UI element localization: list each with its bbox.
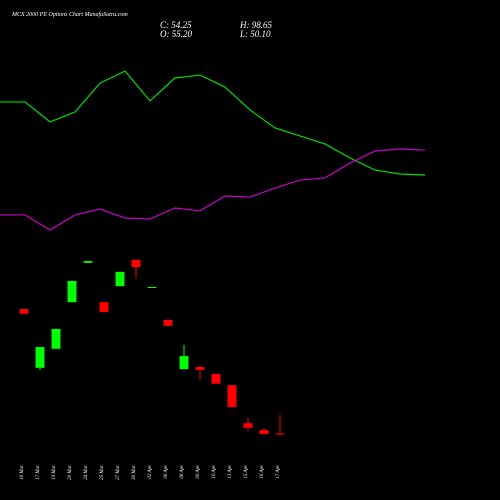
x-tick-label: 19 Mar <box>52 465 57 480</box>
candle-body <box>99 302 109 313</box>
x-tick-label: 08 Apr <box>180 465 185 479</box>
x-tick-label: 15 Apr <box>244 465 249 479</box>
x-tick-label: 17 Apr <box>276 465 281 479</box>
candle-body <box>243 423 253 428</box>
candle-body <box>51 328 61 349</box>
x-tick-label: 13 Apr <box>228 465 233 479</box>
chart-title: MCX 2000 PE Options Chart MunafaSutra.co… <box>11 11 128 18</box>
high-label: H: 98.65 <box>239 20 272 30</box>
candle-body <box>83 261 93 263</box>
x-tick-label: 16 Apr <box>260 465 265 479</box>
open-label: O: 55.20 <box>160 29 192 39</box>
x-tick-label: 10 Apr <box>212 465 217 479</box>
candle-body <box>67 280 77 303</box>
x-tick-label: 16 Mar <box>20 465 25 480</box>
x-tick-label: 20 Mar <box>68 465 73 480</box>
low-label: L: 50.10 <box>239 29 271 39</box>
x-tick-label: 17 Mar <box>36 465 41 480</box>
candle-body <box>227 385 237 408</box>
candle-body <box>115 271 125 287</box>
candle-body <box>259 430 269 434</box>
x-tick-label: 27 Mar <box>116 465 121 480</box>
x-tick-label: 06 Apr <box>164 465 169 479</box>
candle-body <box>163 319 173 326</box>
x-tick-label: 30 Mar <box>132 465 137 480</box>
candle-body <box>35 347 45 368</box>
x-tick-label: 25 Mar <box>100 465 105 480</box>
candle-body <box>19 309 29 314</box>
candle-body <box>195 366 205 370</box>
indicator-line <box>0 148 426 231</box>
x-tick-label: 24 Mar <box>84 465 89 480</box>
candle-body <box>275 433 285 435</box>
candle-body <box>147 286 157 288</box>
close-label: C: 54.25 <box>160 20 192 30</box>
candle-body <box>211 373 221 384</box>
x-tick-label: 09 Apr <box>196 465 201 479</box>
candle-body <box>131 259 141 268</box>
candle-body <box>179 356 189 370</box>
x-tick-label: 02 Apr <box>148 465 153 479</box>
indicator-line <box>0 70 426 176</box>
